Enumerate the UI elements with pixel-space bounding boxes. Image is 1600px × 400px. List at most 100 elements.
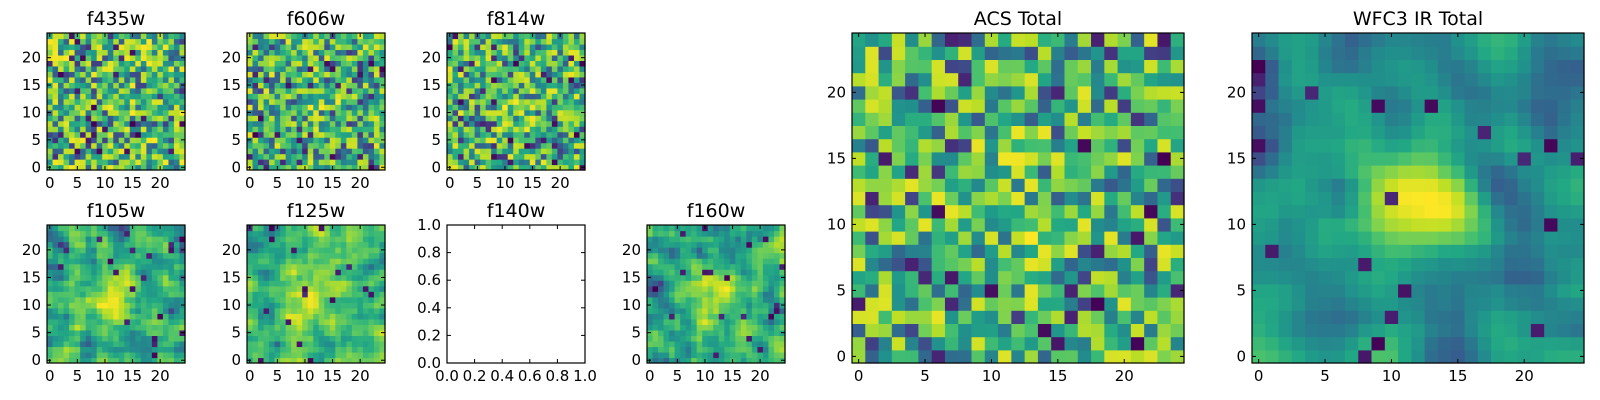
heatmap-cell [696, 302, 703, 309]
heatmap-cell [318, 43, 325, 51]
heatmap-cell [1091, 204, 1105, 219]
heatmap-cell [285, 263, 292, 270]
heatmap-cell [162, 153, 170, 160]
heatmap-cell [357, 285, 364, 292]
heatmap-cell [340, 142, 347, 149]
heatmap-cell [1517, 283, 1532, 298]
heatmap-cell [368, 302, 375, 309]
heatmap-cell [102, 274, 109, 281]
heatmap-cell [458, 120, 465, 127]
heatmap-cell [1530, 231, 1545, 245]
heatmap-cell [685, 241, 692, 248]
heatmap-cell [129, 54, 136, 61]
heatmap-cell [751, 346, 758, 353]
heatmap-cell [746, 351, 753, 359]
heatmap-cell [724, 351, 731, 359]
heatmap-cell [918, 151, 933, 166]
heatmap-cell [291, 33, 298, 40]
heatmap-cell [280, 296, 287, 303]
heatmap-cell [551, 87, 558, 94]
heatmap-cell [274, 252, 281, 259]
heatmap-cell [1318, 191, 1333, 206]
heatmap-cell [379, 148, 386, 155]
heatmap-cell [658, 318, 665, 325]
heatmap-cell [85, 225, 92, 232]
heatmap-cell [269, 269, 276, 276]
heatmap-cell [652, 291, 659, 298]
heatmap-cell [652, 313, 659, 320]
heatmap-cell [291, 291, 298, 298]
heatmap-cell [302, 252, 309, 259]
heatmap-cell [707, 307, 714, 314]
heatmap-cell [918, 204, 933, 219]
heatmap-cell [485, 54, 492, 61]
y-tick-label: 5 [836, 281, 846, 299]
heatmap-cell [984, 323, 999, 338]
heatmap-cell [474, 153, 481, 160]
heatmap-cell [1024, 310, 1039, 324]
heatmap-cell [540, 93, 547, 100]
heatmap-cell [1117, 151, 1132, 166]
heatmap-cell [151, 225, 158, 232]
heatmap-cell [302, 115, 309, 122]
heatmap-cell [1398, 323, 1412, 338]
heatmap-cell [80, 148, 87, 155]
heatmap-cell [63, 153, 70, 160]
heatmap-cell [96, 335, 103, 342]
heatmap-cell [351, 296, 358, 303]
heatmap-cell [247, 131, 254, 138]
heatmap-cell [1291, 191, 1306, 206]
heatmap-cell [102, 115, 109, 122]
heatmap-cell [757, 236, 764, 243]
heatmap-cell [63, 120, 70, 127]
heatmap-cell [998, 217, 1012, 232]
y-tick-label: 0 [836, 347, 846, 365]
heatmap-cell [173, 54, 181, 61]
heatmap-cell [652, 230, 659, 237]
heatmap-cell [1424, 283, 1439, 298]
heatmap-cell [1557, 310, 1572, 324]
heatmap-cell [535, 115, 542, 122]
heatmap-cell [52, 346, 59, 353]
heatmap-cell [52, 340, 59, 348]
heatmap-cell [258, 313, 265, 320]
heatmap-cell [252, 164, 259, 171]
heatmap-cell [302, 340, 309, 348]
heatmap-cell [480, 115, 487, 122]
heatmap-cell [562, 120, 570, 127]
heatmap-cell [729, 285, 736, 292]
heatmap-cell [562, 60, 570, 67]
heatmap-cell [724, 318, 731, 325]
heatmap-cell [173, 82, 181, 89]
heatmap-cell [931, 112, 946, 126]
heatmap-cell [85, 148, 92, 155]
heatmap-cell [696, 329, 703, 336]
heatmap-cell [335, 269, 342, 276]
heatmap-cell [96, 285, 103, 292]
heatmap-cell [258, 60, 265, 67]
heatmap-cell [735, 340, 742, 348]
heatmap-cell [324, 357, 331, 364]
heatmap-cell [146, 357, 153, 364]
heatmap-cell [529, 153, 536, 160]
heatmap-cell [1291, 323, 1306, 338]
heatmap-cell [280, 313, 287, 320]
heatmap-cell [362, 120, 370, 127]
heatmap-cell [562, 43, 570, 51]
heatmap-cell [1464, 323, 1479, 338]
heatmap-cell [529, 98, 536, 105]
heatmap-cell [674, 285, 681, 292]
heatmap-cell [1130, 217, 1145, 232]
heatmap-cell [47, 236, 54, 243]
heatmap-cell [1117, 112, 1132, 126]
heatmap-cell [1544, 217, 1559, 232]
heatmap-cell [362, 252, 370, 259]
heatmap-cell [1130, 349, 1145, 364]
heatmap-cell [463, 164, 470, 171]
heatmap-cell [491, 93, 498, 100]
heatmap-cell [713, 324, 720, 331]
heatmap-cell [458, 43, 465, 51]
heatmap-cell [1117, 125, 1132, 140]
heatmap-cell [1265, 217, 1280, 232]
heatmap-cell [52, 252, 59, 259]
